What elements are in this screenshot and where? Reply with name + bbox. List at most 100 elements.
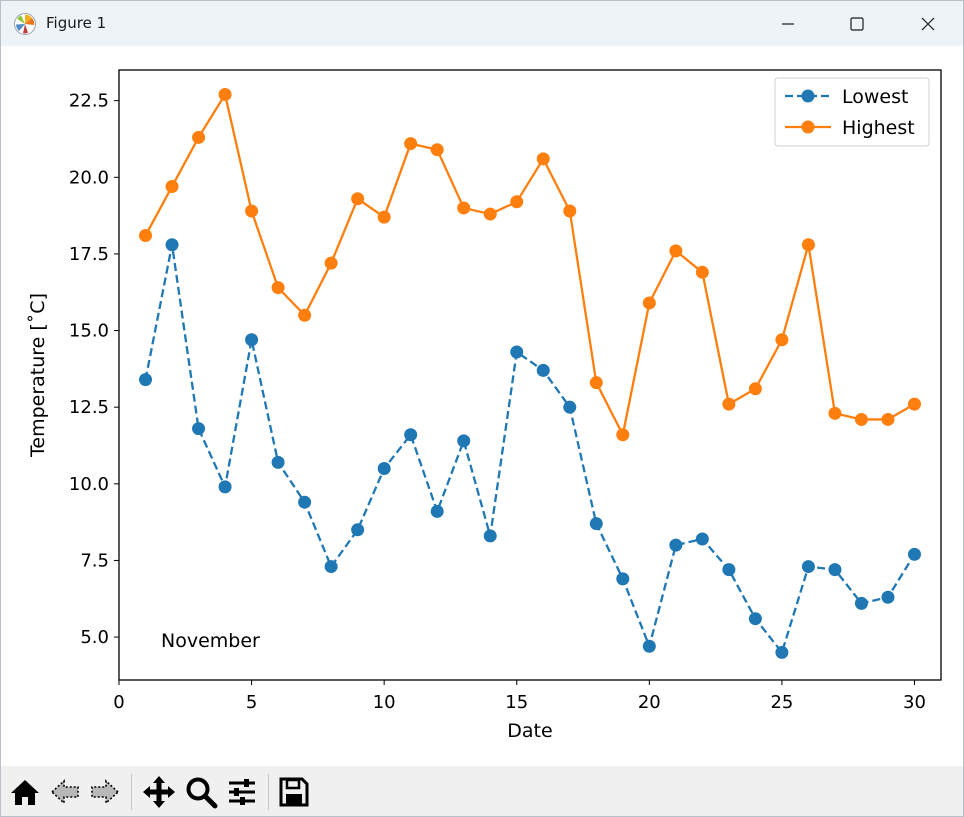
data-point-lowest	[298, 495, 312, 509]
data-point-highest	[854, 412, 868, 426]
legend-marker-highest	[801, 120, 815, 134]
x-tick-label: 5	[246, 692, 257, 713]
minimize-button[interactable]	[753, 1, 823, 46]
configure-subplots-button[interactable]	[224, 774, 260, 810]
data-point-highest	[775, 333, 789, 347]
forward-button[interactable]	[87, 774, 123, 810]
maximize-icon	[850, 16, 864, 31]
data-point-lowest	[483, 529, 497, 543]
x-tick-label: 0	[113, 692, 124, 713]
data-point-highest	[245, 204, 259, 218]
data-point-lowest	[536, 363, 550, 377]
data-point-highest	[695, 265, 709, 279]
navigation-toolbar	[1, 766, 963, 816]
title-bar[interactable]: Figure 1	[1, 1, 963, 46]
zoom-button[interactable]	[183, 774, 219, 810]
save-disk-icon	[279, 777, 309, 807]
data-point-highest	[563, 204, 577, 218]
data-point-highest	[218, 88, 232, 102]
line-chart: 0 5 10 15 20 25 30 5.0 7.5 10.0 12.5 15.0 17.5 20.0 22…	[27, 69, 942, 742]
axes-frame	[118, 69, 942, 681]
data-point-lowest	[351, 523, 365, 537]
y-tick-label: 7.5	[80, 550, 109, 571]
y-tick-label: 12.5	[69, 397, 109, 418]
legend-label-lowest: Lowest	[842, 86, 908, 108]
minimize-icon	[782, 22, 794, 25]
data-point-lowest	[563, 400, 577, 414]
data-point-lowest	[775, 645, 789, 659]
close-button[interactable]	[893, 1, 963, 46]
data-point-highest	[748, 382, 762, 396]
x-tick-label: 15	[505, 692, 528, 713]
data-point-lowest	[801, 560, 815, 574]
data-point-lowest	[404, 428, 418, 442]
data-point-highest	[722, 397, 736, 411]
configure-subplots-icon	[229, 779, 255, 805]
data-point-lowest	[165, 238, 179, 252]
data-point-highest	[828, 406, 842, 420]
home-icon	[11, 780, 39, 805]
matplotlib-logo-icon	[14, 13, 36, 35]
data-point-highest	[271, 281, 285, 295]
data-point-highest	[192, 130, 206, 144]
pan-button[interactable]	[141, 774, 177, 810]
data-point-highest	[510, 195, 524, 209]
data-point-lowest	[139, 373, 153, 387]
back-button[interactable]	[47, 774, 83, 810]
data-point-highest	[483, 207, 497, 221]
y-tick-label: 10.0	[69, 474, 109, 495]
data-point-lowest	[854, 596, 868, 610]
data-point-highest	[669, 244, 683, 258]
data-point-lowest	[324, 560, 338, 574]
data-point-highest	[139, 229, 153, 243]
maximize-button[interactable]	[822, 1, 892, 46]
data-point-lowest	[642, 639, 656, 653]
y-tick-label: 20.0	[69, 167, 109, 188]
data-point-highest	[457, 201, 471, 215]
x-tick-label: 20	[638, 692, 661, 713]
figure-canvas[interactable]: 0 5 10 15 20 25 30 5.0 7.5 10.0 12.5 15.0 17.5 20.0 22…	[1, 46, 963, 766]
home-button[interactable]	[7, 774, 43, 810]
chart-marks: 0 5 10 15 20 25 30 5.0 7.5 10.0 12.5 15.0 17.5 20.0 22…	[69, 88, 926, 713]
data-point-highest	[165, 179, 179, 193]
data-point-lowest	[616, 572, 630, 586]
data-point-lowest	[510, 345, 524, 359]
data-point-highest	[907, 397, 921, 411]
data-point-highest	[536, 152, 550, 166]
toolbar-separator	[268, 774, 269, 810]
window-title: Figure 1	[46, 14, 107, 32]
data-point-lowest	[881, 590, 895, 604]
y-tick-label: 22.5	[69, 91, 109, 112]
close-icon	[921, 17, 935, 30]
toolbar-separator	[131, 774, 132, 810]
data-point-highest	[881, 412, 895, 426]
data-point-highest	[430, 143, 444, 157]
data-point-lowest	[271, 455, 285, 469]
data-point-lowest	[907, 547, 921, 561]
y-tick-label: 17.5	[69, 244, 109, 265]
data-point-lowest	[245, 333, 259, 347]
zoom-magnifier-icon	[186, 777, 218, 809]
forward-arrow-icon	[91, 779, 120, 805]
data-point-lowest	[589, 517, 603, 531]
series-line-highest	[144, 93, 916, 436]
data-point-highest	[324, 256, 338, 270]
x-tick-label: 25	[770, 692, 793, 713]
data-point-lowest	[430, 504, 444, 518]
save-button[interactable]	[276, 774, 312, 810]
data-point-highest	[377, 210, 391, 224]
x-axis-label: Date	[507, 720, 552, 742]
legend-label-highest: Highest	[842, 117, 915, 139]
data-point-highest	[298, 308, 312, 322]
data-point-lowest	[722, 563, 736, 577]
y-axis-label: Temperature [˚C]	[27, 293, 49, 458]
series-line-lowest	[144, 243, 916, 654]
data-point-lowest	[828, 563, 842, 577]
x-tick-label: 30	[903, 692, 926, 713]
y-tick-label: 5.0	[80, 627, 109, 648]
y-tick-label: 15.0	[69, 321, 109, 342]
data-point-lowest	[669, 538, 683, 552]
data-point-lowest	[192, 422, 206, 436]
data-point-lowest	[218, 480, 232, 494]
data-point-lowest	[377, 461, 391, 475]
